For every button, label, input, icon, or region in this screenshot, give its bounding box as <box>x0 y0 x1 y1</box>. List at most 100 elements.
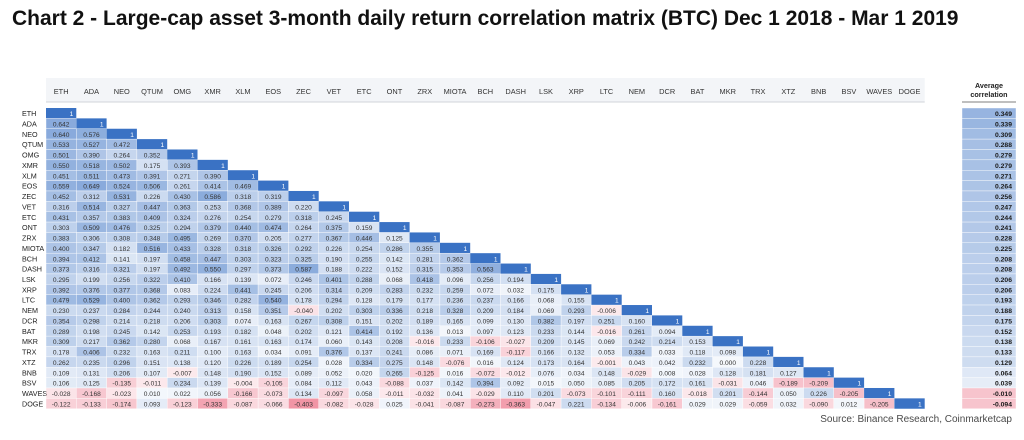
average-label: 0.193 <box>995 298 1012 305</box>
cell-label: 0.173 <box>538 360 555 367</box>
column-header-xtz: XTZ <box>781 87 795 96</box>
cell-label: 0.379 <box>204 225 221 232</box>
cell-label: 0.474 <box>265 225 282 232</box>
average-header-band <box>962 78 1016 102</box>
average-label: 0.175 <box>995 318 1012 325</box>
cell-label: -0.059 <box>749 401 768 408</box>
diagonal-label: 1 <box>191 153 195 160</box>
cell-label: 0.312 <box>83 194 100 201</box>
cell-label: 0.033 <box>659 350 676 357</box>
cell-label: 0.112 <box>326 381 342 388</box>
cell-label: 0.245 <box>265 287 282 294</box>
column-header-neo: NEO <box>114 87 130 96</box>
cell-label: 0.159 <box>356 225 373 232</box>
cell-label: 0.189 <box>416 318 433 325</box>
cell-label: 0.495 <box>174 236 191 243</box>
row-header-bch: BCH <box>22 254 37 263</box>
cell-label: 0.184 <box>507 308 524 315</box>
cell-label: 0.167 <box>204 339 221 346</box>
row-header-xrp: XRP <box>22 285 37 294</box>
cell-label: 0.319 <box>265 194 282 201</box>
cell-label: 0.347 <box>83 246 100 253</box>
cell-label: 0.121 <box>326 329 343 336</box>
cell-label: 0.145 <box>568 339 585 346</box>
cell-label: -0.082 <box>324 401 343 408</box>
column-header-xlm: XLM <box>235 87 250 96</box>
cell-label: 0.222 <box>356 267 373 274</box>
cell-label: -0.105 <box>264 381 283 388</box>
cell-label: 0.120 <box>204 360 221 367</box>
diagonal-cell-ltc <box>591 294 622 306</box>
row-header-xlm: XLM <box>22 171 37 180</box>
row-header-ltc: LTC <box>22 296 35 305</box>
cell-label: -0.073 <box>567 391 586 398</box>
cell-label: 0.259 <box>447 287 464 294</box>
cell-label: 0.303 <box>356 308 373 315</box>
cell-label: -0.122 <box>52 401 71 408</box>
diagonal-label: 1 <box>797 360 801 367</box>
cell-label: 0.529 <box>83 298 100 305</box>
cell-label: 0.134 <box>295 391 312 398</box>
cell-label: 0.376 <box>83 287 100 294</box>
diagonal-cell-bch <box>470 253 501 264</box>
cell-label: 0.118 <box>689 350 705 357</box>
cell-label: -0.090 <box>809 401 828 408</box>
cell-label: 0.188 <box>326 267 343 274</box>
row-header-miota: MIOTA <box>22 244 44 253</box>
cell-label: 0.202 <box>386 318 403 325</box>
diagonal-cell-xmr <box>197 159 228 171</box>
cell-label: 0.316 <box>53 204 70 211</box>
cell-label: 0.152 <box>386 267 403 274</box>
cell-label: -0.004 <box>234 381 253 388</box>
cell-label: 0.473 <box>113 173 130 180</box>
cell-label: 0.165 <box>447 318 464 325</box>
cell-label: 0.373 <box>265 267 282 274</box>
cell-label: 0.211 <box>174 350 190 357</box>
cell-label: 0.576 <box>83 132 100 139</box>
cell-label: -0.028 <box>52 391 71 398</box>
cell-label: 0.136 <box>416 329 433 336</box>
cell-label: 0.502 <box>113 163 130 170</box>
cell-label: 0.226 <box>326 246 343 253</box>
cell-label: 0.264 <box>113 153 130 160</box>
average-label: 0.279 <box>995 163 1012 170</box>
cell-label: 0.068 <box>538 298 555 305</box>
cell-label: 0.189 <box>265 360 282 367</box>
cell-label: 0.174 <box>295 339 312 346</box>
row-header-eos: EOS <box>22 182 37 191</box>
column-header-xrp: XRP <box>569 87 584 96</box>
cell-label: 0.071 <box>447 350 464 357</box>
cell-label: 0.202 <box>326 308 343 315</box>
cell-label: 0.321 <box>113 267 130 274</box>
cell-label: 0.199 <box>83 277 100 284</box>
cell-label: 0.142 <box>144 329 161 336</box>
cell-label: 0.362 <box>113 339 130 346</box>
cell-label: 0.089 <box>295 370 312 377</box>
cell-label: 0.013 <box>447 329 464 336</box>
cell-label: 0.214 <box>113 318 130 325</box>
diagonal-cell-waves <box>864 387 895 399</box>
column-header-qtum: QTUM <box>141 87 163 96</box>
cell-label: 0.205 <box>265 236 282 243</box>
cell-label: 0.236 <box>447 298 464 305</box>
cell-label: -0.097 <box>324 391 343 398</box>
cell-label: 0.206 <box>174 318 191 325</box>
cell-label: 0.253 <box>174 329 191 336</box>
cell-label: 0.533 <box>53 142 70 149</box>
cell-label: 0.368 <box>235 204 252 211</box>
cell-label: -0.363 <box>506 401 525 408</box>
cell-label: 0.100 <box>204 350 221 357</box>
cell-label: 0.198 <box>83 329 100 336</box>
row-header-neo: NEO <box>22 130 38 139</box>
cell-label: 0.226 <box>144 194 161 201</box>
cell-label: 0.228 <box>750 360 767 367</box>
cell-label: 0.172 <box>659 381 676 388</box>
row-header-bsv: BSV <box>22 379 37 388</box>
row-header-waves: WAVES <box>22 389 47 398</box>
cell-label: -0.032 <box>415 391 434 398</box>
row-header-trx: TRX <box>22 348 37 357</box>
cell-label: 0.294 <box>326 298 343 305</box>
cell-label: 0.206 <box>113 370 130 377</box>
diagonal-cell-xtz <box>773 356 804 368</box>
column-header-bnb: BNB <box>811 87 826 96</box>
